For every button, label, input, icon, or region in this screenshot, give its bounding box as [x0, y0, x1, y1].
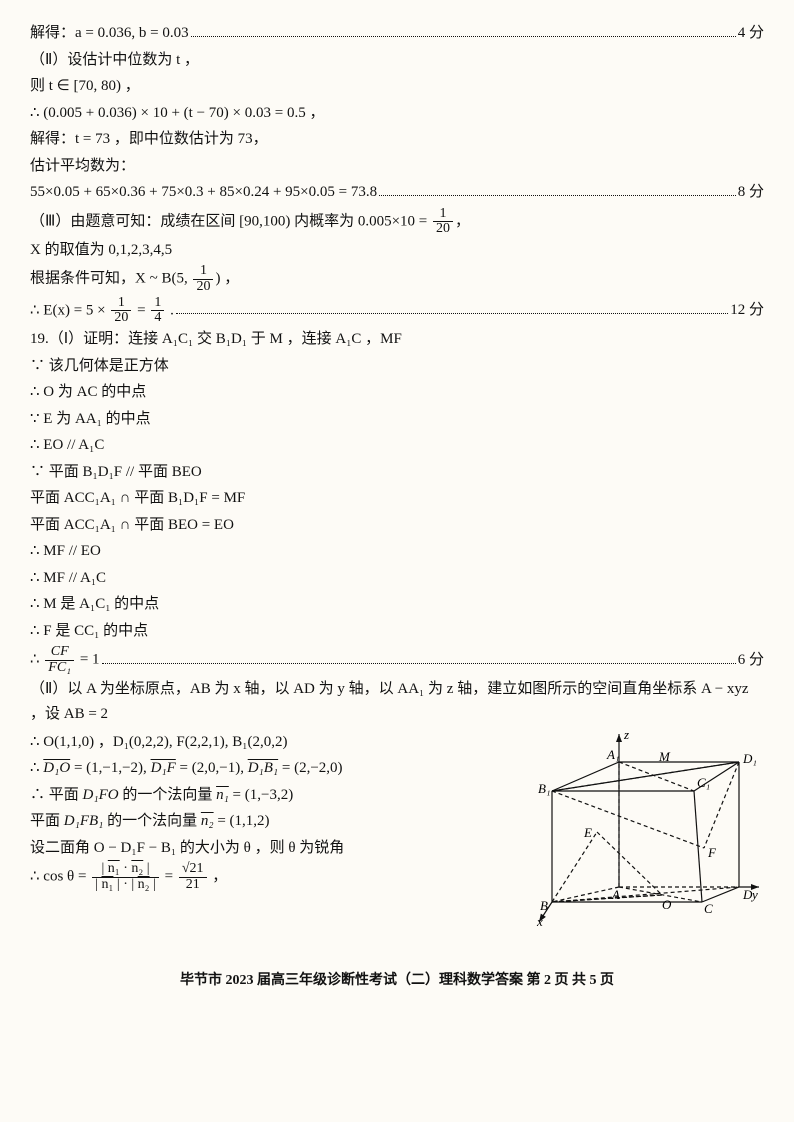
text: ，: [455, 213, 470, 229]
text: 解得：a = 0.036, b = 0.03: [30, 21, 189, 47]
line-expectation: ∴ E(x) = 5 × 1 20 = 1 4 . 12 分: [30, 296, 764, 326]
line-p4: ∴ (0.005 + 0.036) × 10 + (t − 70) × 0.03…: [30, 101, 764, 127]
q19-g: 平面 ACC₁A₁ ∩ 平面 B₁D₁F = MF: [30, 486, 764, 512]
col-text: ∴ O(1,1,0) ，D₁(0,2,2), F(2,2,1), B₁(2,0,…: [30, 729, 526, 929]
fraction: CF FC₁: [45, 645, 74, 675]
line-mean: 55×0.05 + 65×0.36 + 75×0.3 + 85×0.24 + 9…: [30, 180, 764, 206]
line-p2: （Ⅱ）设估计中位数为 t ，: [30, 48, 764, 74]
svg-text:A: A: [611, 887, 620, 902]
fraction: 1 20: [433, 207, 453, 237]
svg-text:M: M: [658, 749, 671, 764]
q19-e: ∴ EO // A₁C: [30, 433, 764, 459]
svg-text:E: E: [583, 825, 592, 840]
q19-t: ∴ cos θ = | n₁ · n₂ | | n₁ | · | n₂ | = …: [30, 862, 526, 892]
fraction: 1 4: [151, 296, 164, 326]
q19-o: ∴ O(1,1,0) ，D₁(0,2,2), F(2,2,1), B₁(2,0,…: [30, 730, 526, 756]
svg-text:A₁: A₁: [606, 747, 619, 762]
q19-k: ∴ M 是 A₁C₁ 的中点: [30, 592, 764, 618]
svg-text:z: z: [623, 729, 629, 742]
cube-diagram-svg: ABCDA₁B₁C₁D₁MEFOxyz: [534, 729, 764, 929]
numerator: 1: [193, 264, 213, 280]
line-p10: 根据条件可知，X ~ B(5, 1 20 ) ，: [30, 264, 764, 294]
fraction: √21 21: [179, 862, 207, 892]
q19-a: 19.（Ⅰ）证明：连接 A₁C₁ 交 B₁D₁ 于 M ，连接 A₁C ，MF: [30, 327, 764, 353]
cube-figure: ABCDA₁B₁C₁D₁MEFOxyz: [534, 729, 764, 929]
line-p8: （Ⅲ）由题意可知：成绩在区间 [90,100) 内概率为 0.005×10 = …: [30, 207, 764, 237]
text: ∴ CF FC₁ = 1: [30, 645, 100, 675]
denominator: 20: [193, 280, 213, 295]
q19-j: ∴ MF // A₁C: [30, 566, 764, 592]
text: ∴ E(x) = 5 × 1 20 = 1 4 .: [30, 296, 174, 326]
q19-i: ∴ MF // EO: [30, 539, 764, 565]
q19-l: ∴ F 是 CC₁ 的中点: [30, 619, 764, 645]
q19-ratio: ∴ CF FC₁ = 1 6 分: [30, 645, 764, 675]
q19-s: 设二面角 O − D₁F − B₁ 的大小为 θ ，则 θ 为锐角: [30, 836, 526, 862]
line-solve-ab: 解得：a = 0.036, b = 0.03 4 分: [30, 21, 764, 47]
line-p3: 则 t ∈ [70, 80) ，: [30, 74, 764, 100]
dots: [102, 649, 736, 664]
q19-b: ∵ 该几何体是正方体: [30, 354, 764, 380]
numerator: 1: [433, 207, 453, 223]
svg-text:D₁: D₁: [742, 751, 757, 766]
q19-r: 平面 D₁FB₁ 的一个法向量 n₂ = (1,1,2): [30, 809, 526, 835]
svg-text:C₁: C₁: [697, 775, 710, 790]
q19-c: ∴ O 为 AC 的中点: [30, 380, 764, 406]
dots: [379, 182, 736, 197]
line-p9: X 的取值为 0,1,2,3,4,5: [30, 238, 764, 264]
line-p5: 解得：t = 73 ，即中位数估计为 73，: [30, 127, 764, 153]
row-coords-and-figure: ∴ O(1,1,0) ，D₁(0,2,2), F(2,2,1), B₁(2,0,…: [30, 729, 764, 929]
points: 6 分: [738, 648, 764, 674]
page-footer: 毕节市 2023 届高三年级诊断性考试（二）理科数学答案 第 2 页 共 5 页: [30, 969, 764, 993]
points: 4 分: [738, 21, 764, 47]
text: （Ⅲ）由题意可知：成绩在区间 [90,100) 内概率为 0.005×10 =: [30, 213, 431, 229]
points: 12 分: [730, 298, 764, 324]
points: 8 分: [738, 180, 764, 206]
text: 55×0.05 + 65×0.36 + 75×0.3 + 85×0.24 + 9…: [30, 180, 377, 206]
q19-p: ∴ D₁O = (1,−1,−2), D₁F = (2,0,−1), D₁B₁ …: [30, 756, 526, 782]
q19-d: ∵ E 为 AA₁ 的中点: [30, 407, 764, 433]
svg-text:y: y: [750, 887, 758, 902]
svg-text:B₁: B₁: [538, 781, 550, 796]
q19-n: （Ⅱ）以 A 为坐标原点，AB 为 x 轴，以 AD 为 y 轴，以 AA₁ 为…: [30, 677, 764, 728]
text: 根据条件可知，X ~ B(5,: [30, 271, 191, 287]
denominator: 20: [433, 222, 453, 237]
fraction: 1 20: [111, 296, 131, 326]
svg-text:F: F: [707, 845, 717, 860]
line-p6: 估计平均数为：: [30, 154, 764, 180]
dots: [176, 300, 728, 315]
q19-h: 平面 ACC₁A₁ ∩ 平面 BEO = EO: [30, 513, 764, 539]
svg-text:C: C: [704, 901, 713, 916]
fraction: 1 20: [193, 264, 213, 294]
q19-q: ∴ 平面 D₁FO 的一个法向量 n₁ = (1,−3,2): [30, 783, 526, 809]
svg-text:O: O: [662, 897, 672, 912]
text: ) ，: [215, 271, 239, 287]
fraction: | n₁ · n₂ | | n₁ | · | n₂ |: [92, 862, 159, 892]
dots: [191, 23, 736, 38]
svg-text:x: x: [536, 914, 543, 929]
svg-text:B: B: [540, 898, 548, 913]
q19-f: ∵ 平面 B₁D₁F // 平面 BEO: [30, 460, 764, 486]
